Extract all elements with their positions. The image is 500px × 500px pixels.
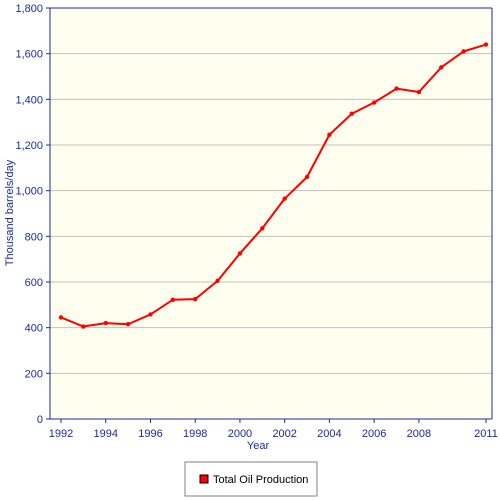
x-tick-label: 1998 bbox=[183, 428, 207, 440]
data-point bbox=[416, 89, 422, 95]
x-axis-ticks: 1992 1994 1996 1998 2000 2002 2004 2006 2008 2011 bbox=[49, 419, 498, 440]
x-tick-label: 2000 bbox=[228, 428, 252, 440]
y-tick-label: 600 bbox=[25, 277, 43, 289]
plot-background bbox=[50, 8, 492, 419]
data-point bbox=[148, 312, 153, 317]
data-point bbox=[81, 324, 86, 329]
y-tick-label: 1,600 bbox=[15, 49, 43, 61]
x-tick-label: 1994 bbox=[93, 428, 117, 440]
legend: Total Oil Production bbox=[184, 461, 318, 497]
data-point bbox=[327, 132, 332, 137]
y-tick-label: 400 bbox=[25, 323, 43, 335]
data-point bbox=[394, 86, 399, 91]
x-tick-label: 1996 bbox=[138, 428, 162, 440]
legend-swatch bbox=[199, 474, 209, 484]
data-point bbox=[215, 278, 220, 284]
x-tick-label: 2006 bbox=[362, 428, 386, 440]
x-tick-label: 1992 bbox=[49, 428, 73, 440]
x-tick-label: 2004 bbox=[317, 428, 341, 440]
data-point bbox=[439, 65, 444, 70]
data-point bbox=[371, 100, 377, 105]
data-point bbox=[349, 111, 354, 116]
data-point bbox=[282, 196, 287, 201]
data-point bbox=[483, 42, 489, 47]
series-layer bbox=[58, 42, 489, 329]
data-point bbox=[125, 322, 131, 327]
y-axis-ticks: 0 200 400 600 800 1,000 1,200 1,400 1,600 1,800 bbox=[15, 3, 50, 426]
y-tick-label: 800 bbox=[25, 231, 43, 243]
data-point bbox=[304, 174, 310, 180]
data-point bbox=[260, 226, 265, 231]
y-tick-label: 0 bbox=[37, 414, 43, 426]
x-tick-label: 2008 bbox=[407, 428, 431, 440]
data-point bbox=[237, 251, 243, 256]
x-axis-title: Year bbox=[247, 440, 270, 452]
data-point bbox=[103, 320, 108, 326]
y-tick-label: 1,000 bbox=[15, 186, 43, 198]
data-point bbox=[193, 296, 198, 302]
y-tick-label: 1,200 bbox=[15, 140, 43, 152]
y-tick-label: 200 bbox=[25, 368, 43, 380]
x-tick-label: 2011 bbox=[474, 428, 498, 440]
y-tick-label: 1,400 bbox=[15, 94, 43, 106]
y-tick-label: 1,800 bbox=[15, 3, 43, 15]
x-tick-label: 2002 bbox=[272, 428, 296, 440]
y-axis-title: Thousand barrels/day bbox=[4, 159, 16, 266]
data-point bbox=[58, 315, 64, 320]
data-point bbox=[461, 49, 466, 54]
legend-label: Total Oil Production bbox=[213, 474, 308, 486]
axes bbox=[49, 7, 493, 420]
data-point bbox=[170, 297, 176, 303]
series-line bbox=[60, 43, 487, 328]
